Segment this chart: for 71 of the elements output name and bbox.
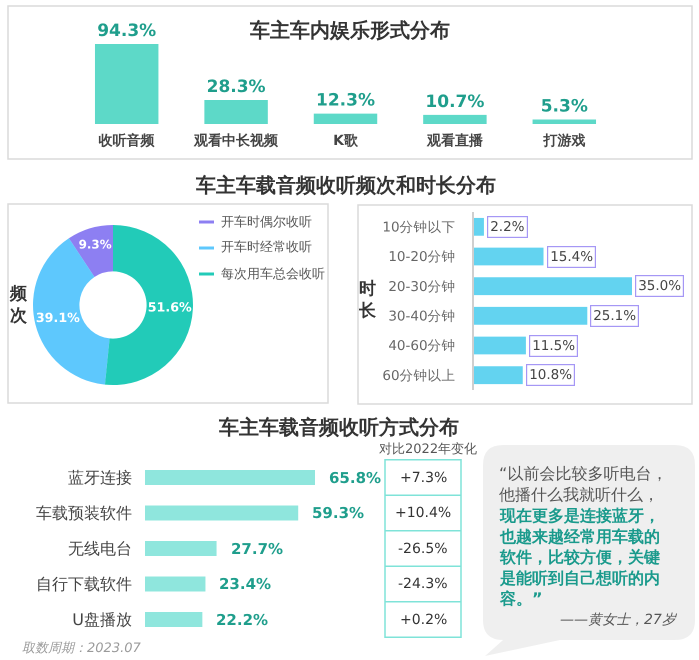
bar [145, 541, 217, 556]
y-tick-label: 10分钟以下 [382, 220, 456, 236]
x-tick-label: 观看直播 [426, 132, 484, 149]
data-label: 2.2% [490, 219, 525, 236]
text: “以前会比较多听电台，他播什么我就听什么， [499, 464, 668, 504]
legend-label: 开车时经常收听 [221, 240, 312, 255]
y-tick-label: 60分钟以上 [382, 368, 456, 384]
bar [145, 576, 206, 592]
chart-title: 车主车内娱乐形式分布 [249, 18, 450, 42]
data-label: 22.2% [216, 611, 268, 629]
text: -24.3% [398, 576, 448, 592]
data-label: 10.8% [529, 367, 572, 384]
chart-title: 车主车载音频收听方式分布 [218, 415, 459, 439]
bar [474, 366, 523, 384]
data-label: 65.8% [329, 469, 382, 487]
bar [204, 100, 268, 124]
bar [532, 120, 596, 124]
slice-label: 每次用车总会收听 [221, 267, 325, 282]
text: 现在更多是连接蓝牙，也越来越经常用车载的软件，比较方便，关键是能听到自己想听的内容。” [499, 506, 660, 608]
data-label: 12.3% [316, 90, 375, 111]
data-label: 59.3% [312, 504, 364, 522]
bar [474, 336, 526, 354]
y-tick-label: 20-30分钟 [388, 278, 456, 295]
data-label: 51.6% [148, 299, 192, 314]
bar [145, 470, 315, 485]
legend-label: 开车时偶尔收听 [221, 215, 312, 230]
y-tick-label: U盘播放 [72, 610, 132, 630]
chart-title: 车主车载音频收听频次和时长分布 [195, 173, 496, 197]
data-label: 23.4% [219, 575, 272, 593]
y-tick-label: 自行下载软件 [36, 574, 132, 594]
bar [474, 306, 588, 325]
text: +10.4% [395, 505, 452, 521]
x-tick-label: 收听音频 [98, 132, 156, 149]
bar [474, 248, 544, 266]
donut-slice [33, 238, 110, 385]
data-label: 27.7% [231, 540, 284, 558]
data-label: 15.4% [550, 249, 594, 266]
bar [145, 612, 202, 627]
x-tick-label: 观看中长视频 [193, 132, 280, 149]
data-label: 39.1% [36, 310, 80, 326]
data-label: 10.7% [425, 92, 484, 112]
data-label: 5.3% [540, 96, 588, 116]
y-tick-label: 无线电台 [68, 539, 132, 558]
y-tick-label: 40-60分钟 [388, 338, 456, 354]
data-label: 9.3% [78, 238, 112, 252]
bar [474, 218, 484, 236]
data-label: 11.5% [532, 338, 576, 354]
text: ——黄女士，27岁 [560, 612, 678, 628]
y-tick-label: 10-20分钟 [388, 249, 456, 266]
y-axis-title: 时长 [358, 279, 377, 322]
data-label: 28.3% [206, 76, 266, 97]
donut-slice [68, 225, 113, 277]
data-label: 94.3% [97, 21, 156, 41]
data-label: 25.1% [593, 308, 636, 324]
bar [423, 114, 487, 124]
text: +7.3% [400, 470, 448, 486]
bar [474, 277, 632, 296]
bar [94, 44, 158, 124]
x-tick-label: K歌 [333, 133, 359, 149]
text: 取数周期：2023.07 [22, 641, 142, 656]
data-label: 35.0% [638, 278, 682, 294]
text: 对比2022年变化 [379, 442, 478, 457]
y-tick-label: 车载预装软件 [36, 504, 132, 523]
y-tick-label: 蓝牙连接 [68, 468, 132, 488]
text: 频次 [9, 284, 28, 326]
bar [145, 506, 298, 520]
x-tick-label: 打游戏 [542, 133, 586, 149]
text: -26.5% [398, 541, 448, 557]
bar [314, 114, 378, 124]
text: +0.2% [400, 612, 448, 628]
y-tick-label: 30-40分钟 [388, 308, 456, 325]
